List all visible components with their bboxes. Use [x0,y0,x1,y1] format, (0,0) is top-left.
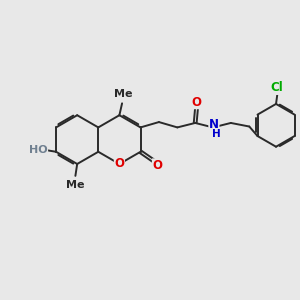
Text: N: N [209,118,219,131]
Text: H: H [212,129,221,139]
Text: Me: Me [66,180,84,190]
Text: Me: Me [114,89,132,99]
Text: Cl: Cl [271,81,284,94]
Text: O: O [192,96,202,109]
Text: O: O [152,159,162,172]
Text: HO: HO [29,145,48,155]
Text: O: O [114,158,124,170]
